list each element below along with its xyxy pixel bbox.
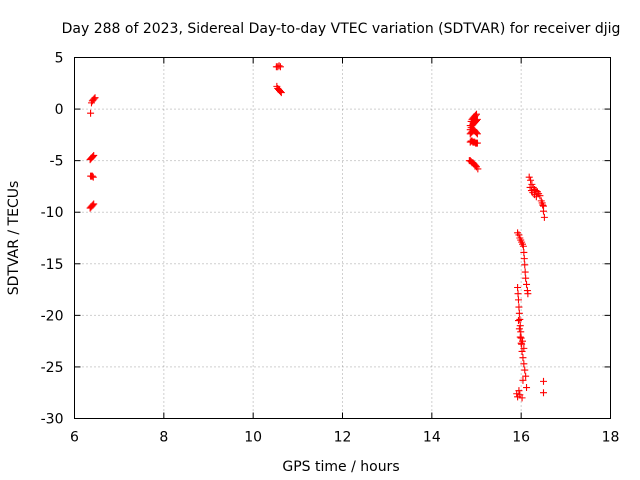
data-point (538, 199, 546, 207)
data-point (518, 347, 526, 355)
data-point (474, 165, 482, 173)
data-point (514, 290, 522, 298)
data-point (525, 173, 533, 181)
y-tick-label: -5 (50, 154, 64, 170)
x-tick-label: 10 (244, 430, 262, 446)
data-point (516, 315, 524, 323)
data-point (90, 151, 98, 159)
chart-title: Day 288 of 2023, Sidereal Day-to-day VTE… (62, 21, 621, 37)
x-tick-label: 6 (70, 430, 79, 446)
y-tick-label: 5 (55, 51, 64, 67)
data-point (472, 111, 480, 119)
x-tick-label: 8 (159, 430, 168, 446)
data-point (89, 173, 97, 181)
data-point (515, 309, 523, 317)
data-point (88, 172, 96, 180)
data-point (91, 94, 99, 102)
data-point (540, 213, 548, 221)
data-point (518, 394, 526, 402)
grid-lines (74, 57, 611, 419)
data-point (514, 284, 522, 292)
y-axis-label: SDTVAR / TECUs (6, 181, 22, 296)
data-point (522, 274, 530, 282)
data-point (87, 109, 95, 117)
data-point (276, 88, 284, 96)
x-tick-label: 14 (423, 430, 441, 446)
data-point (540, 202, 547, 210)
y-tick-label: -25 (41, 360, 64, 376)
data-point (275, 62, 283, 70)
data-point (89, 153, 97, 161)
data-point (515, 325, 523, 333)
data-point (90, 200, 98, 208)
data-point (520, 248, 528, 256)
y-tick-label: -15 (41, 257, 64, 273)
data-point (524, 290, 532, 298)
data-point (527, 176, 535, 184)
x-axis-label: GPS time / hours (282, 459, 399, 475)
data-point (519, 376, 527, 384)
data-point (515, 303, 523, 311)
data-point (536, 192, 544, 200)
data-point (515, 387, 523, 395)
x-tick-labels: 6 8 10 12 14 16 18 (70, 430, 619, 446)
data-point (523, 384, 531, 392)
data-point (532, 193, 540, 201)
data-point (515, 231, 523, 239)
data-point (473, 115, 481, 123)
data-point (90, 95, 98, 103)
y-tick-label: -20 (41, 308, 64, 324)
data-point (277, 89, 285, 97)
data-point (516, 333, 524, 341)
data-points (86, 62, 548, 402)
data-point (519, 242, 527, 250)
data-point (526, 183, 534, 191)
x-tick-label: 12 (334, 430, 352, 446)
data-point (514, 317, 522, 325)
data-point (514, 296, 522, 304)
y-tick-label: 0 (55, 102, 64, 118)
data-point (473, 130, 481, 138)
data-point (521, 268, 529, 276)
data-point (519, 354, 527, 362)
data-point (520, 344, 528, 352)
data-point (473, 129, 480, 137)
data-point (473, 110, 480, 118)
data-point (540, 377, 547, 385)
data-point (522, 372, 530, 380)
y-tick-label: -30 (41, 412, 64, 428)
data-point (521, 366, 529, 374)
data-point (276, 63, 284, 71)
y-tick-labels: 5 0 -5 -10 -15 -20 -25 -30 (41, 51, 64, 428)
x-tick-label: 16 (512, 430, 530, 446)
data-point (520, 255, 528, 263)
data-point (519, 337, 527, 345)
data-point (540, 389, 547, 397)
data-point (473, 139, 481, 147)
y-tick-label: -10 (41, 205, 64, 221)
data-point (473, 116, 480, 124)
x-tick-label: 18 (602, 430, 620, 446)
data-point (89, 201, 97, 209)
data-point (523, 280, 531, 288)
data-point (516, 322, 524, 330)
plot-frame (74, 57, 611, 419)
data-point (521, 261, 529, 269)
data-point (520, 360, 528, 368)
